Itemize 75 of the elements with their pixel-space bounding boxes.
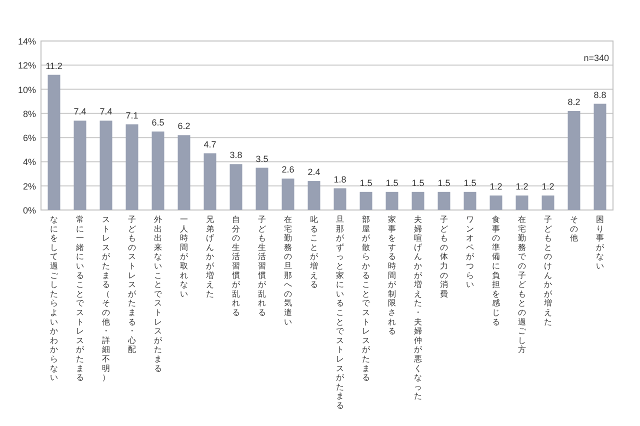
bar [542,196,554,210]
bar [568,111,580,210]
bar [100,120,112,210]
data-label: 1.8 [334,174,346,184]
data-label: 1.5 [386,178,398,188]
y-tick-label: 10% [18,84,36,95]
category-label: 在宅勤務での子どもとの過ごし方 [518,215,526,354]
bar [126,124,138,210]
annotation: n=340 [584,53,609,63]
data-label: 1.2 [542,182,554,192]
y-tick-label: 12% [18,60,36,71]
x-tick-label: その他 [570,215,578,243]
x-tick-label: 困り事がない [596,215,605,270]
data-label: 2.6 [282,164,294,175]
category-label: 常に一緒にいることでストレスがたまる [76,215,84,382]
data-label: 7.4 [74,106,86,117]
data-label: 1.2 [490,182,502,192]
category-label: 食事の準備に負担を感じる [492,215,500,326]
data-label: 4.7 [204,139,216,150]
bar [438,192,450,210]
data-label: 2.4 [308,167,320,178]
bar [334,188,346,210]
y-tick-label: 8% [22,108,36,119]
bar [204,153,216,210]
bar [178,135,190,210]
y-tick-label: 6% [22,133,36,144]
category-label: 外出出来ないことでストレスがたまる [154,215,162,373]
bar [230,164,242,210]
bar [282,178,294,210]
category-label: 家事をする時間が制限される [388,215,396,336]
data-label: 1.5 [412,178,424,188]
data-label: 8.8 [594,90,606,100]
category-label: 部屋が散らかることでストレスがたまる [362,215,370,382]
category-label: 自分の生活習慣が乱れる [232,215,240,317]
y-tick-label: 2% [22,181,36,192]
category-label: 在宅勤務の旦那への気遣い [284,215,292,326]
data-label: 6.2 [178,121,190,132]
data-label: 1.5 [438,178,450,188]
data-label: 11.2 [46,60,62,71]
x-tick-label: 叱ることが増える [309,215,319,290]
data-label: 1.2 [516,182,528,192]
bar [360,192,372,210]
bar [48,74,60,210]
bar [464,192,476,210]
category-label: 旦那がずっと家にいることでストレスがたまる [336,215,344,410]
category-label: 兄弟げんかが増えた [206,215,214,298]
bar [594,104,606,210]
bar [516,196,528,210]
bar [308,181,320,210]
data-label: 1.5 [464,178,476,188]
data-label: 8.2 [568,97,580,108]
data-label: 6.5 [152,118,164,128]
category-label: 子どものストレスがたまる・心配 [128,215,136,354]
bar [386,192,398,210]
x-tick-label: ワンオペがつらい [466,215,475,290]
category-label: 一人時間が取れない [180,215,188,298]
data-label: 1.5 [360,178,372,188]
category-label: 子ども生活習慣が乱れる [258,215,266,317]
bar [256,168,268,210]
category-label: 子どもとのけんかが増えた [544,215,552,326]
bar [412,192,424,210]
bar [74,120,86,210]
category-label: なにをして過ごしたらよいかわからない [50,215,58,382]
data-label: 7.1 [126,110,138,120]
data-label: 3.5 [256,154,268,164]
y-tick-label: 0% [22,206,36,216]
category-label: 子どもの体力の消費 [440,215,448,298]
data-label: 3.8 [230,150,242,160]
data-label: 7.4 [100,106,112,117]
y-tick-label: 4% [22,157,36,168]
y-tick-label: 14% [18,36,36,46]
category-label: 夫婦喧げんかが増えた・夫婦仲が悪くなった [414,215,422,401]
bar [152,132,164,210]
bar [490,196,502,210]
category-label: ストレスがたまる（その他・詳細不明） [102,215,110,382]
